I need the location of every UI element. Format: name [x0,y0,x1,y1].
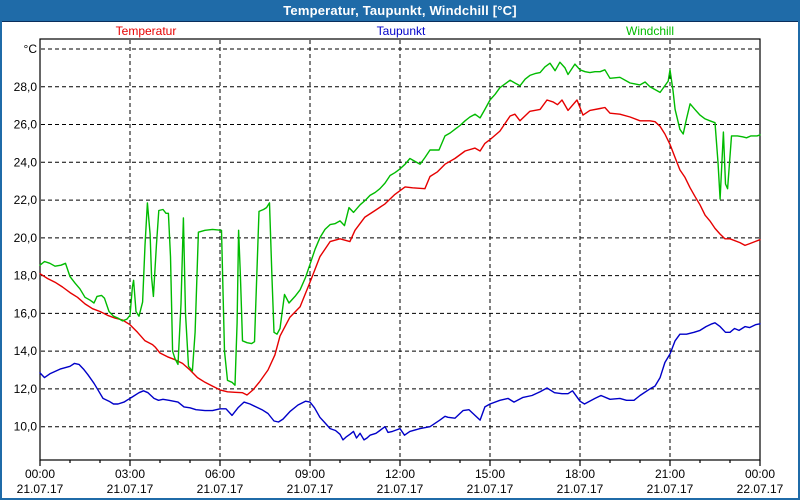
x-axis-date-label: 21.07.17 [197,482,244,496]
y-axis-tick-label: 12,0 [14,382,38,396]
x-axis-date-label: 21.07.17 [467,482,514,496]
window-title: Temperatur, Taupunkt, Windchill [°C] [283,3,517,18]
x-axis-time-label: 00:00 [745,467,775,481]
y-axis-tick-label: 28,0 [14,80,38,94]
x-axis-date-label: 22.07.17 [737,482,784,496]
x-axis-date-label: 21.07.17 [107,482,154,496]
x-axis-date-label: 21.07.17 [557,482,604,496]
x-axis-time-label: 09:00 [295,467,325,481]
x-axis-time-label: 00:00 [25,467,55,481]
y-axis-tick-label: 14,0 [14,344,38,358]
y-axis-tick-label: 18,0 [14,269,38,283]
y-axis-tick-label: 26,0 [14,118,38,132]
x-axis-date-label: 21.07.17 [377,482,424,496]
plot-border [39,38,761,461]
series-line-temperatur [39,99,761,396]
y-axis-unit-label: °C [24,42,38,56]
x-axis-time-label: 06:00 [205,467,235,481]
legend-item-temperatur: Temperatur [115,24,177,38]
x-axis-time-label: 18:00 [565,467,595,481]
y-axis-tick-label: 20,0 [14,231,38,245]
y-axis-tick-label: 16,0 [14,306,38,320]
window-titlebar: Temperatur, Taupunkt, Windchill [°C] [0,0,800,22]
x-axis-date-label: 21.07.17 [17,482,64,496]
y-axis-tick-label: 22,0 [14,193,38,207]
y-axis-tick-label: 10,0 [14,420,38,434]
x-axis-time-label: 21:00 [655,467,685,481]
legend-item-taupunkt: Taupunkt [376,24,426,38]
x-axis-date-label: 21.07.17 [647,482,694,496]
legend-item-windchill: Windchill [625,24,675,38]
series-line-taupunkt [39,322,761,441]
x-axis-time-label: 12:00 [385,467,415,481]
x-axis-time-label: 03:00 [115,467,145,481]
x-axis-date-label: 21.07.17 [287,482,334,496]
series-line-windchill [39,61,761,386]
x-axis-time-label: 15:00 [475,467,505,481]
y-axis-tick-label: 24,0 [14,155,38,169]
